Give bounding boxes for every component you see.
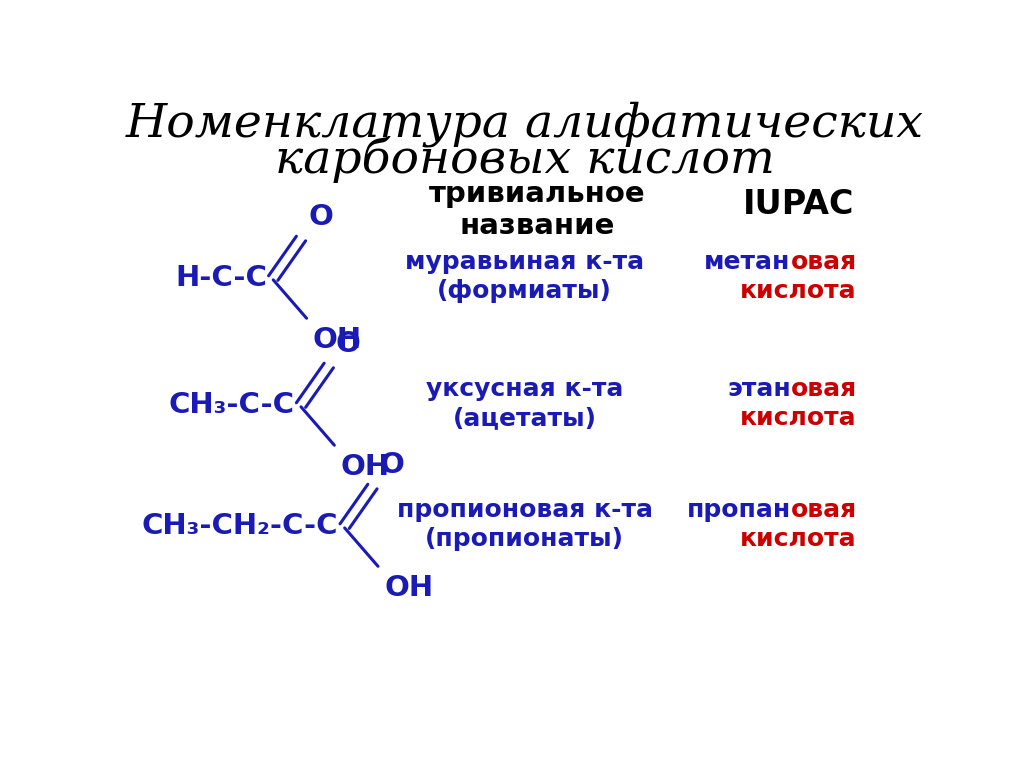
Text: пропионовая к-та: пропионовая к-та [396, 498, 653, 522]
Text: O: O [308, 202, 333, 231]
Text: кислота: кислота [740, 527, 857, 551]
Text: O: O [380, 451, 404, 479]
Text: муравьиная к-та: муравьиная к-та [406, 249, 644, 274]
Text: карбоновых кислот: карбоновых кислот [274, 137, 775, 183]
Text: овая: овая [791, 249, 857, 274]
Text: овая: овая [791, 377, 857, 400]
Text: (формиаты): (формиаты) [437, 279, 612, 303]
Text: овая: овая [791, 498, 857, 522]
Text: кислота: кислота [740, 406, 857, 430]
Text: OH: OH [384, 574, 433, 602]
Text: OH: OH [313, 326, 362, 354]
Text: CH₃-C-C: CH₃-C-C [169, 391, 295, 419]
Text: пропан: пропан [686, 498, 791, 522]
Text: OH: OH [341, 453, 390, 481]
Text: (ацетаты): (ацетаты) [453, 406, 597, 430]
Text: IUPAC: IUPAC [742, 188, 854, 221]
Text: кислота: кислота [740, 279, 857, 303]
Text: тривиальное
название: тривиальное название [428, 180, 645, 240]
Text: этан: этан [727, 377, 791, 400]
Text: уксусная к-та: уксусная к-та [426, 377, 624, 400]
Text: (пропионаты): (пропионаты) [425, 527, 625, 551]
Text: метан: метан [705, 249, 791, 274]
Text: Номенклатура алифатических: Номенклатура алифатических [126, 102, 924, 147]
Text: O: O [336, 330, 360, 357]
Text: CH₃-CH₂-C-C: CH₃-CH₂-C-C [141, 512, 338, 540]
Text: H-C-C: H-C-C [175, 264, 267, 292]
